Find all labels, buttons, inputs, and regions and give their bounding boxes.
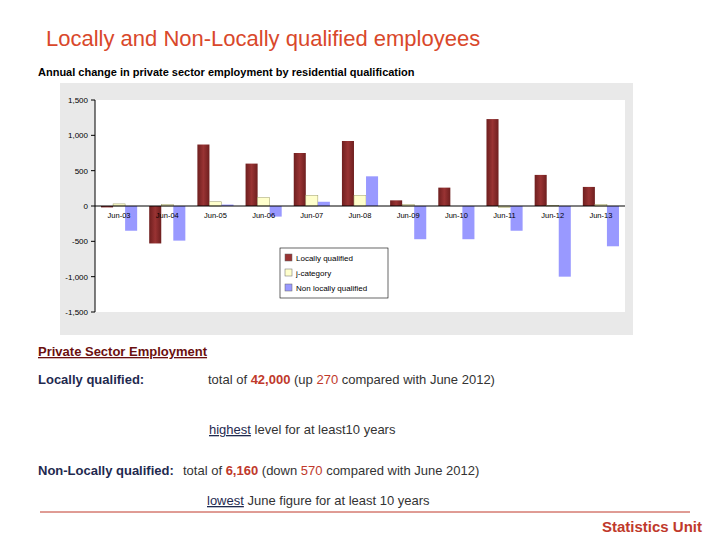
row-note: lowest June figure for at least 10 years [207, 493, 430, 508]
row-text: total of 42,000 (up 270 compared with Ju… [208, 372, 495, 387]
row-note: highest level for at least10 years [209, 422, 396, 437]
bar [438, 188, 450, 206]
y-tick [91, 241, 95, 242]
bar [318, 202, 330, 206]
x-tick-label: Jun-13 [589, 211, 612, 220]
text: total of [208, 372, 251, 387]
zero-line [95, 206, 625, 207]
y-tick-label: 0 [84, 202, 89, 211]
bar [342, 141, 354, 206]
legend-swatch [285, 269, 292, 276]
y-tick [91, 312, 95, 313]
legend-label: Non locally qualified [296, 284, 367, 293]
x-tick-label: Jun-10 [445, 211, 468, 220]
y-tick-label: 1,000 [68, 131, 89, 140]
emphasis: lowest [207, 493, 244, 508]
bar [258, 198, 270, 206]
y-tick [91, 206, 95, 207]
y-tick-label: -1,500 [65, 308, 88, 317]
text: total of [183, 463, 226, 478]
bar [294, 153, 306, 206]
text: June figure for at least 10 years [244, 493, 430, 508]
legend-label: Locally qualified [296, 254, 353, 263]
number: 6,160 [226, 463, 259, 478]
slide: Locally and Non-Locally qualified employ… [0, 0, 720, 540]
chart-panel [60, 83, 633, 335]
slide-title: Locally and Non-Locally qualified employ… [46, 26, 480, 51]
bar [209, 202, 221, 206]
text: compared with June 2012) [338, 372, 495, 387]
legend-label: j-category [295, 269, 331, 278]
legend-swatch [285, 254, 292, 261]
bar [197, 145, 209, 206]
bar [354, 195, 366, 206]
number: 570 [301, 463, 323, 478]
bar [246, 164, 258, 206]
row-text: total of 6,160 (down 570 compared with J… [183, 463, 479, 478]
x-tick-label: Jun-06 [252, 211, 275, 220]
bar [366, 176, 378, 206]
x-tick-label: Jun-05 [204, 211, 227, 220]
chart-title: Annual change in private sector employme… [38, 66, 415, 78]
legend: Locally qualified j-category Non locally q… [280, 248, 388, 298]
plot-area [95, 100, 625, 312]
section-heading: Private Sector Employment [38, 344, 208, 359]
x-tick-label: Jun-11 [493, 211, 515, 220]
row-label: Non-Locally qualified: [38, 463, 174, 478]
text: (down [258, 463, 301, 478]
footer-rule [40, 512, 690, 513]
x-tick-label: Jun-04 [156, 211, 179, 220]
y-tick-label: 500 [75, 167, 89, 176]
legend-swatch [285, 284, 292, 291]
x-tick-label: Jun-03 [108, 211, 131, 220]
bar [583, 187, 595, 206]
y-tick-label: 1,500 [68, 96, 89, 105]
row-label: Locally qualified: [38, 372, 144, 387]
y-tick-label: -500 [72, 237, 89, 246]
number: 270 [316, 372, 338, 387]
y-tick [91, 276, 95, 277]
y-tick [91, 135, 95, 136]
legend-box [280, 248, 388, 298]
x-tick-label: Jun-12 [541, 211, 564, 220]
bar [486, 119, 498, 206]
text: (up [290, 372, 316, 387]
x-tick-label: Jun-07 [300, 211, 323, 220]
bar [306, 195, 318, 206]
bar [390, 200, 402, 206]
x-tick-label: Jun-09 [397, 211, 420, 220]
emphasis: highest [209, 422, 251, 437]
text: compared with June 2012) [323, 463, 480, 478]
text: level for at least10 years [251, 422, 396, 437]
footer: Statistics Unit [602, 518, 702, 535]
y-tick-label: -1,000 [65, 273, 88, 282]
y-tick [91, 170, 95, 171]
number: 42,000 [251, 372, 291, 387]
bar [535, 175, 547, 206]
y-tick [91, 100, 95, 101]
x-tick-label: Jun-08 [349, 211, 372, 220]
